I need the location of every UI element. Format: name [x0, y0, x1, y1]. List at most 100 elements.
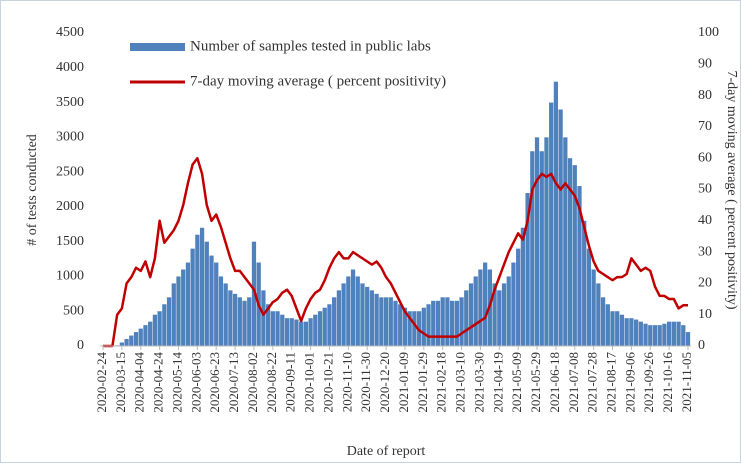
bar	[572, 165, 577, 346]
x-tick-label: 2020-02-24	[94, 352, 109, 413]
bar	[421, 307, 426, 346]
y-axis-title: # of tests conducted	[25, 134, 40, 246]
bar	[218, 276, 224, 346]
bar	[445, 297, 450, 346]
x-tick-label: 2020-05-14	[169, 352, 184, 413]
bar	[516, 248, 521, 346]
bar	[284, 318, 290, 346]
bar	[232, 293, 238, 346]
bar	[119, 342, 124, 346]
bar	[662, 323, 667, 346]
x-tick-label: 2020-10-01	[302, 352, 317, 413]
bar	[605, 304, 610, 346]
bar	[393, 300, 398, 346]
bar	[275, 311, 280, 346]
bar	[166, 297, 172, 346]
bar	[299, 321, 304, 346]
bar	[643, 323, 648, 346]
bar	[322, 307, 327, 346]
bar	[629, 318, 634, 346]
bar	[171, 283, 176, 346]
x-tick-label: 2021-03-30	[471, 352, 486, 413]
legend-label: Number of samples tested in public labs	[190, 38, 431, 54]
bar	[435, 300, 441, 346]
y2-tick-label: 50	[698, 182, 712, 197]
bar	[313, 314, 318, 346]
bar	[492, 283, 497, 346]
bar	[228, 290, 233, 346]
bar	[365, 286, 370, 346]
y-tick-label: 3500	[56, 95, 84, 110]
bar	[440, 297, 445, 346]
bar	[530, 151, 535, 346]
bar	[671, 321, 676, 346]
bar	[199, 227, 205, 346]
legend-label: 7-day moving average ( percent positivit…	[190, 73, 446, 89]
bar	[195, 234, 200, 346]
bar	[133, 332, 139, 346]
x-tick-label: 2020-11-10	[339, 352, 354, 412]
bar	[459, 297, 464, 346]
bar	[667, 321, 672, 346]
x-tick-label: 2020-10-21	[320, 352, 335, 413]
bar	[610, 311, 615, 346]
bar	[336, 290, 342, 346]
bar	[412, 311, 417, 346]
bar	[148, 321, 153, 346]
bar	[350, 269, 356, 346]
bar	[615, 311, 620, 346]
x-tick-label: 2021-02-18	[434, 352, 449, 413]
line	[103, 156, 688, 348]
bar	[157, 311, 162, 346]
bar	[162, 304, 167, 346]
bar	[176, 276, 181, 346]
bar	[407, 311, 412, 346]
bar	[454, 300, 459, 346]
bar	[591, 269, 596, 346]
bar	[237, 297, 242, 346]
x-tick-label: 2021-07-28	[585, 352, 600, 413]
x-axis-title: Date of report	[347, 444, 426, 459]
bar	[511, 262, 516, 346]
bar	[525, 192, 530, 346]
y2-tick-label: 0	[698, 338, 705, 353]
bar	[152, 314, 158, 346]
x-tick-label: 2020-08-22	[264, 352, 279, 413]
bar	[648, 325, 653, 346]
y2-tick-label: 70	[698, 119, 712, 134]
bar	[360, 283, 365, 346]
bar	[539, 151, 544, 346]
x-tick-label: 2020-06-23	[207, 352, 222, 413]
bar	[138, 328, 143, 346]
y2-axis-title: 7-day moving average ( percent positivit…	[724, 70, 739, 309]
bar	[449, 300, 455, 346]
x-tick-label: 2021-11-05	[679, 352, 694, 412]
bar	[473, 276, 478, 346]
y-tick-label: 4000	[56, 60, 84, 75]
y2-tick-label: 90	[698, 57, 712, 72]
x-tick-label: 2020-03-15	[113, 352, 128, 413]
x-tick-label: 2020-04-24	[151, 352, 166, 413]
bar	[341, 283, 346, 346]
x-tick-label: 2020-07-13	[226, 352, 241, 413]
bar	[303, 321, 308, 346]
bar	[280, 314, 285, 346]
bar	[483, 262, 488, 346]
bar	[657, 325, 662, 346]
bar	[501, 283, 507, 346]
bar	[388, 297, 393, 346]
x-tick-label: 2021-10-16	[660, 352, 675, 413]
x-tick-label: 2021-08-17	[604, 352, 619, 413]
y-tick-label: 2000	[56, 199, 84, 214]
bar	[468, 283, 474, 346]
bar	[270, 311, 275, 346]
x-tick-label: 2021-03-10	[453, 352, 468, 413]
bar	[624, 318, 629, 346]
y2-tick-label: 10	[698, 307, 712, 322]
bar	[181, 269, 186, 346]
bar	[431, 300, 436, 346]
y-tick-label: 4500	[56, 25, 84, 40]
bar	[247, 297, 252, 346]
